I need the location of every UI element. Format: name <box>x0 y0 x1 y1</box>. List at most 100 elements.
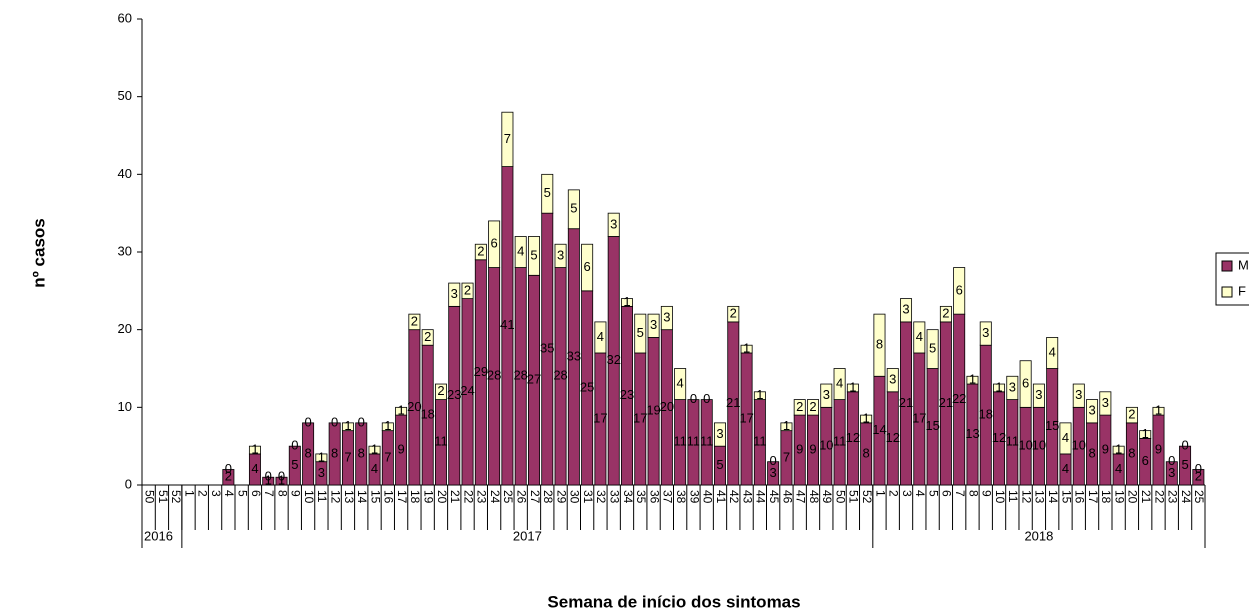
data-label: 18 <box>420 407 434 422</box>
data-label: 12 <box>886 430 900 445</box>
x-tick-label: 3 <box>900 490 914 497</box>
data-label: 0 <box>703 391 710 406</box>
bar-segment <box>408 313 421 331</box>
data-label: 1 <box>995 379 1002 394</box>
bar-segment <box>860 414 873 424</box>
data-label: 1 <box>344 418 351 433</box>
data-label: 3 <box>451 286 458 301</box>
bar-segment <box>767 461 780 486</box>
data-label: 14 <box>872 422 886 437</box>
data-label: 1 <box>384 418 391 433</box>
data-label: 11 <box>753 434 767 449</box>
data-label: 4 <box>1062 461 1069 476</box>
bar-segment <box>248 445 261 455</box>
data-label: 4 <box>251 461 258 476</box>
bar-segment <box>474 243 487 261</box>
data-label: 8 <box>863 445 870 460</box>
data-label: 3 <box>318 465 325 480</box>
bar-segment <box>953 267 966 315</box>
bar-segment <box>873 313 886 377</box>
x-axis-title: Semana de início dos sintomas <box>547 592 800 611</box>
x-tick-label: 34 <box>621 490 635 504</box>
bar-segment <box>979 321 992 346</box>
data-label: 3 <box>650 317 657 332</box>
data-label: 6 <box>1022 375 1029 390</box>
bar-segment <box>647 313 660 338</box>
y-tick-label: 60 <box>118 10 132 25</box>
x-tick-label: 35 <box>634 490 648 504</box>
data-label: 2 <box>809 399 816 414</box>
x-tick-label: 30 <box>568 490 582 504</box>
x-tick-label: 37 <box>661 490 675 504</box>
x-tick-label: 28 <box>541 490 555 504</box>
bar-segment <box>886 368 899 393</box>
x-tick-label: 4 <box>913 490 927 497</box>
data-label: 6 <box>1142 453 1149 468</box>
x-tick-label: 25 <box>501 490 515 504</box>
bar-segment <box>660 305 673 331</box>
data-label: 3 <box>1088 403 1095 418</box>
bar-segment <box>421 329 434 346</box>
data-label: 12 <box>992 430 1006 445</box>
data-label: 7 <box>504 131 511 146</box>
x-tick-label: 5 <box>926 490 940 497</box>
bar-segment <box>448 282 461 307</box>
data-label: 5 <box>716 457 723 472</box>
data-label: 1 <box>1115 441 1122 456</box>
data-label: 35 <box>540 341 554 356</box>
data-label: 11 <box>687 434 701 449</box>
bar-segment <box>355 422 368 486</box>
data-label: 5 <box>530 247 537 262</box>
x-tick-label: 12 <box>1019 490 1033 504</box>
data-label: 8 <box>1088 445 1095 460</box>
data-label: 2 <box>942 306 949 321</box>
x-tick-label: 3 <box>209 490 223 497</box>
data-label: 1 <box>1155 403 1162 418</box>
bar-segment <box>1152 406 1165 416</box>
x-tick-label: 6 <box>940 490 954 497</box>
data-label: 4 <box>517 243 524 258</box>
data-label: 0 <box>265 469 272 484</box>
data-label: 3 <box>889 372 896 387</box>
data-label: 1 <box>265 473 272 488</box>
bar-segment <box>1072 383 1085 408</box>
x-tick-label: 22 <box>461 490 475 504</box>
data-label: 0 <box>770 453 777 468</box>
x-tick-label: 2 <box>196 490 210 497</box>
x-tick-label: 24 <box>1179 490 1193 504</box>
bar-segment <box>222 469 235 486</box>
bar-segment <box>833 368 846 400</box>
bar-segment <box>1192 469 1205 486</box>
data-label: 21 <box>899 395 913 410</box>
y-tick-label: 0 <box>125 476 132 491</box>
data-label: 28 <box>487 368 501 383</box>
data-label: 3 <box>770 465 777 480</box>
x-tick-label: 20 <box>1126 490 1140 504</box>
x-tick-label: 17 <box>395 490 409 504</box>
bar-segment <box>1179 445 1192 486</box>
data-label: 2 <box>730 306 737 321</box>
x-tick-label: 46 <box>780 490 794 504</box>
bar-segment <box>900 298 913 323</box>
x-tick-label: 22 <box>1152 490 1166 504</box>
x-tick-label: 52 <box>860 490 874 504</box>
x-tick-label: 18 <box>1099 490 1113 504</box>
data-label: 0 <box>358 414 365 429</box>
x-tick-label: 20 <box>435 490 449 504</box>
bar-segment <box>288 445 301 486</box>
bar-segment <box>395 406 408 416</box>
data-label: 11 <box>700 434 714 449</box>
group-label: 2018 <box>1024 528 1053 543</box>
bar-segment <box>966 375 979 385</box>
x-tick-label: 16 <box>1073 490 1087 504</box>
bar-segment <box>1006 375 1019 400</box>
data-label: 8 <box>331 445 338 460</box>
x-tick-label: 8 <box>275 490 289 497</box>
x-tick-label: 44 <box>754 490 768 504</box>
x-tick-label: 21 <box>1139 490 1153 504</box>
bar-segment <box>328 422 341 486</box>
bar-segment <box>315 453 328 463</box>
x-tick-label: 8 <box>966 490 980 497</box>
data-label: 3 <box>663 309 670 324</box>
x-tick-label: 13 <box>342 490 356 504</box>
